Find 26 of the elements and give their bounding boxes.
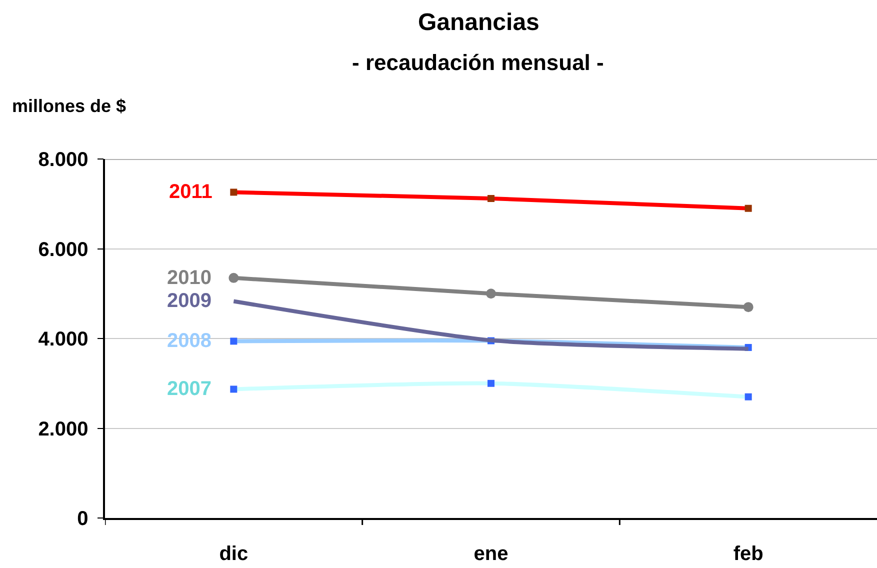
y-axis-title: millones de $ [12, 96, 126, 116]
point [230, 386, 238, 393]
y-tick-label: 0 [77, 508, 88, 530]
series-label: 2007 [167, 378, 212, 400]
x-tick-label: ene [474, 542, 508, 565]
point [743, 302, 754, 312]
x-tick-label: feb [733, 542, 764, 565]
point [228, 272, 239, 283]
x-tick-label: dic [219, 542, 248, 565]
point [488, 194, 494, 202]
series-label: 2008 [167, 330, 212, 352]
point [488, 380, 494, 387]
point [486, 288, 496, 299]
series-label: 2010 [167, 267, 212, 289]
point [744, 204, 752, 212]
y-tick-label: 2.000 [38, 418, 88, 440]
point [744, 393, 752, 400]
chart-subtitle: - recaudación mensual - [352, 50, 604, 75]
y-tick-label: 6.000 [38, 238, 88, 261]
chart-title: Ganancias [418, 9, 540, 36]
series-label: 2011 [169, 181, 212, 203]
point [230, 338, 238, 345]
y-tick-label: 4.000 [38, 328, 88, 350]
y-tick-label: 8.000 [38, 149, 88, 171]
point [230, 188, 238, 196]
series-label: 2009 [167, 290, 212, 312]
